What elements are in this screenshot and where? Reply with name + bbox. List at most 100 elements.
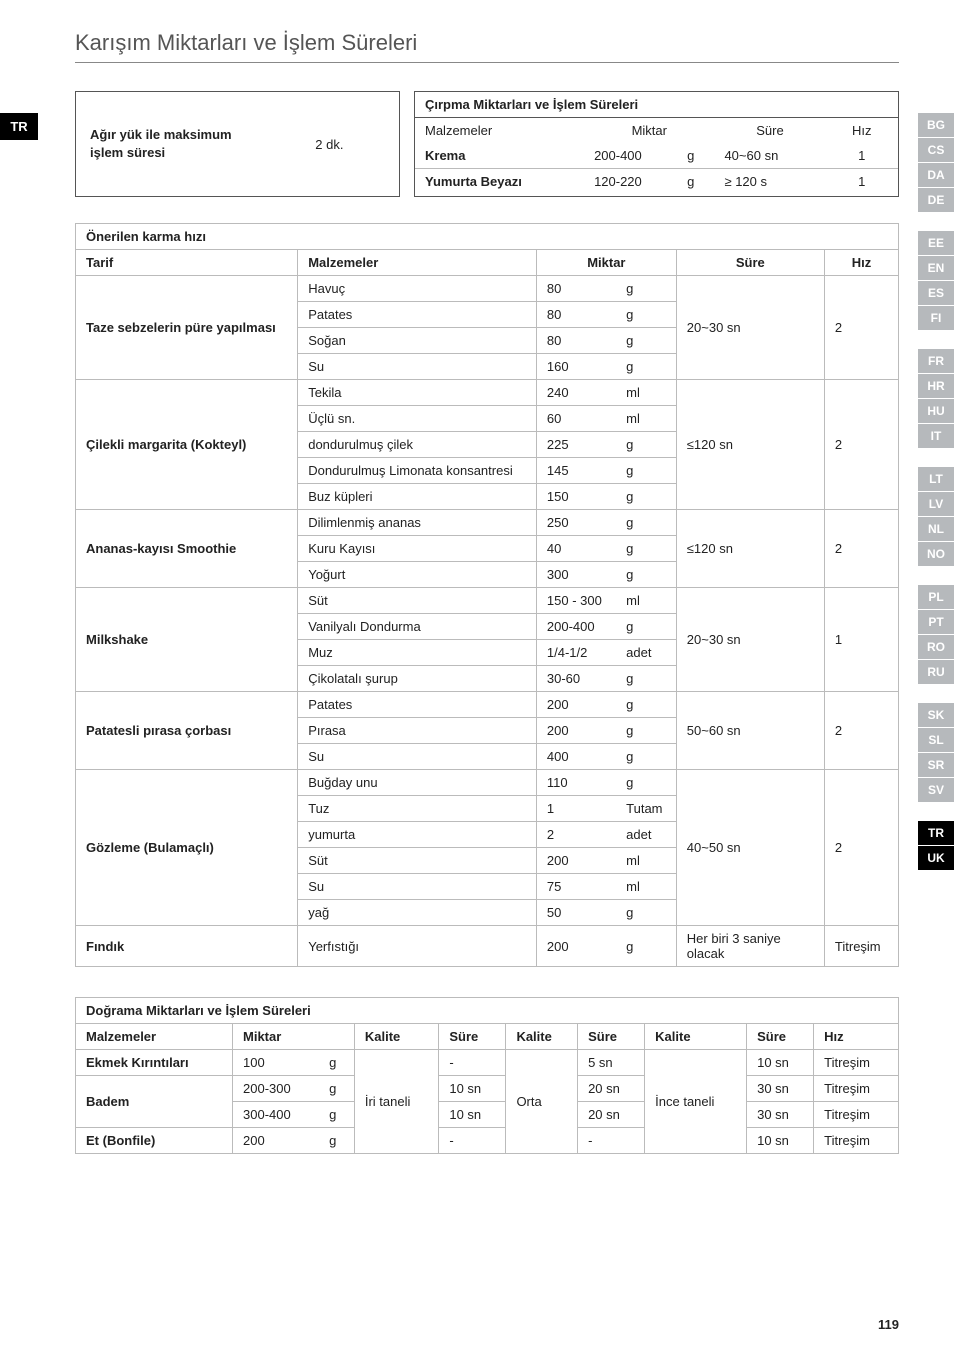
chop-head-2: Kalite (354, 1024, 439, 1050)
lang-tab-hu: HU (918, 399, 954, 423)
main-head-qty: Miktar (536, 250, 676, 276)
lang-tab-ro: RO (918, 635, 954, 659)
ingredient-qty: 200-400 (536, 614, 616, 640)
ingredient-unit: adet (616, 822, 676, 848)
ingredient-qty: 80 (536, 302, 616, 328)
ingredient-name: yumurta (298, 822, 537, 848)
ingredient-unit: g (616, 432, 676, 458)
ingredient-name: Buz küpleri (298, 484, 537, 510)
whip-unit: g (677, 143, 714, 169)
chop-qty: 200-300 (233, 1076, 320, 1102)
chop-t3: 10 sn (747, 1050, 814, 1076)
ingredient-qty: 200 (536, 848, 616, 874)
chop-name: Ekmek Kırıntıları (76, 1050, 233, 1076)
lang-tab-tr-left: TR (0, 113, 38, 140)
max-load-value: 2 dk. (260, 129, 399, 160)
ingredient-name: Vanilyalı Dondurma (298, 614, 537, 640)
lang-tab-sr: SR (918, 753, 954, 777)
chop-speed: Titreşim (814, 1076, 899, 1102)
ingredient-name: Su (298, 354, 537, 380)
ingredient-name: Dondurulmuş Limonata konsantresi (298, 458, 537, 484)
ingredient-qty: 75 (536, 874, 616, 900)
ingredient-qty: 40 (536, 536, 616, 562)
lang-tab-uk-active: UK (918, 846, 954, 870)
ingredient-qty: 1/4-1/2 (536, 640, 616, 666)
ingredient-unit: g (616, 926, 676, 967)
chop-head-3: Süre (439, 1024, 506, 1050)
ingredient-qty: 300 (536, 562, 616, 588)
recipe-speed: 2 (824, 276, 898, 380)
chop-head-7: Süre (747, 1024, 814, 1050)
chop-head-1: Miktar (233, 1024, 355, 1050)
ingredient-qty: 225 (536, 432, 616, 458)
ingredient-name: Tekila (298, 380, 537, 406)
lang-tab-cs: CS (918, 138, 954, 162)
ingredient-name: dondurulmuş çilek (298, 432, 537, 458)
chop-name: Et (Bonfile) (76, 1128, 233, 1154)
lang-tab-fi: FI (918, 306, 954, 330)
whip-head-time: Süre (714, 118, 825, 143)
chop-t2: 5 sn (578, 1050, 645, 1076)
ingredient-name: Çikolatalı şurup (298, 666, 537, 692)
ingredient-qty: 200 (536, 926, 616, 967)
ingredient-unit: g (616, 562, 676, 588)
chop-t2: 20 sn (578, 1076, 645, 1102)
ingredient-qty: 60 (536, 406, 616, 432)
whip-head-speed: Hız (826, 118, 898, 143)
ingredient-qty: 80 (536, 276, 616, 302)
recipe-speed: 1 (824, 588, 898, 692)
main-head-material: Malzemeler (298, 250, 537, 276)
whipping-data: Malzemeler Miktar Süre Hız Krema200-400g… (415, 118, 898, 194)
ingredient-name: Buğday unu (298, 770, 537, 796)
recipe-time: 40~50 sn (676, 770, 824, 926)
ingredient-unit: g (616, 614, 676, 640)
ingredient-qty: 1 (536, 796, 616, 822)
lang-tab-pl: PL (918, 585, 954, 609)
lang-tab-sv: SV (918, 778, 954, 802)
recipe-time: ≤120 sn (676, 510, 824, 588)
lang-tab-sl: SL (918, 728, 954, 752)
lang-tab-tr-active: TR (918, 821, 954, 845)
chop-title: Doğrama Miktarları ve İşlem Süreleri (76, 998, 899, 1024)
ingredient-unit: ml (616, 406, 676, 432)
lang-tab-de: DE (918, 188, 954, 212)
chop-speed: Titreşim (814, 1102, 899, 1128)
lang-tab-bg: BG (918, 113, 954, 137)
recipe-speed: 2 (824, 380, 898, 510)
recommended-speed-table: Önerilen karma hızı Tarif Malzemeler Mik… (75, 223, 899, 967)
chop-t2: - (578, 1128, 645, 1154)
ingredient-unit: ml (616, 848, 676, 874)
lang-tab-es: ES (918, 281, 954, 305)
ingredient-unit: g (616, 692, 676, 718)
lang-tab-lt: LT (918, 467, 954, 491)
ingredient-unit: ml (616, 380, 676, 406)
ingredient-unit: Tutam (616, 796, 676, 822)
whip-qty: 120-220 (584, 169, 677, 195)
ingredient-name: Üçlü sn. (298, 406, 537, 432)
ingredient-unit: g (616, 276, 676, 302)
chop-head-6: Kalite (645, 1024, 747, 1050)
chop-head-5: Süre (578, 1024, 645, 1050)
lang-tab-hr: HR (918, 374, 954, 398)
ingredient-qty: 240 (536, 380, 616, 406)
recipe-name: Fındık (76, 926, 298, 967)
ingredient-unit: g (616, 302, 676, 328)
lang-tab-nl: NL (918, 517, 954, 541)
ingredient-qty: 30-60 (536, 666, 616, 692)
ingredient-unit: ml (616, 874, 676, 900)
whip-name: Krema (415, 143, 584, 169)
ingredient-unit: g (616, 484, 676, 510)
ingredient-qty: 145 (536, 458, 616, 484)
recipe-speed: Titreşim (824, 926, 898, 967)
recipe-name: Patatesli pırasa çorbası (76, 692, 298, 770)
ingredient-unit: g (616, 900, 676, 926)
ingredient-qty: 80 (536, 328, 616, 354)
chop-head-4: Kalite (506, 1024, 578, 1050)
chop-kalite3: İnce taneli (645, 1050, 747, 1154)
whip-speed: 1 (826, 143, 898, 169)
chop-t3: 10 sn (747, 1128, 814, 1154)
whip-qty: 200-400 (584, 143, 677, 169)
chop-t1: 10 sn (439, 1076, 506, 1102)
recipe-time: 50~60 sn (676, 692, 824, 770)
lang-tab-ee: EE (918, 231, 954, 255)
